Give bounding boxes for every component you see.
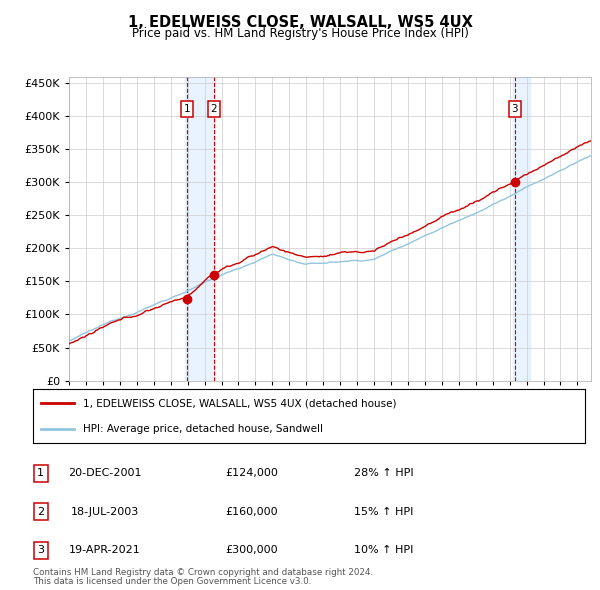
Text: 10% ↑ HPI: 10% ↑ HPI [355, 545, 413, 555]
Text: 1, EDELWEISS CLOSE, WALSALL, WS5 4UX (detached house): 1, EDELWEISS CLOSE, WALSALL, WS5 4UX (de… [83, 398, 396, 408]
Text: 19-APR-2021: 19-APR-2021 [69, 545, 141, 555]
Text: £160,000: £160,000 [226, 507, 278, 517]
Text: £300,000: £300,000 [226, 545, 278, 555]
Text: 1, EDELWEISS CLOSE, WALSALL, WS5 4UX: 1, EDELWEISS CLOSE, WALSALL, WS5 4UX [128, 15, 472, 30]
Bar [185, 77, 215, 381]
Text: This data is licensed under the Open Government Licence v3.0.: This data is licensed under the Open Gov… [33, 577, 311, 586]
Text: Contains HM Land Registry data © Crown copyright and database right 2024.: Contains HM Land Registry data © Crown c… [33, 568, 373, 576]
Text: Price paid vs. HM Land Registry's House Price Index (HPI): Price paid vs. HM Land Registry's House … [131, 27, 469, 40]
Text: 15% ↑ HPI: 15% ↑ HPI [355, 507, 413, 517]
Text: 2: 2 [37, 507, 44, 517]
Text: HPI: Average price, detached house, Sandwell: HPI: Average price, detached house, Sand… [83, 424, 323, 434]
Text: 1: 1 [184, 104, 190, 114]
Text: 18-JUL-2003: 18-JUL-2003 [71, 507, 139, 517]
Text: 20-DEC-2001: 20-DEC-2001 [68, 468, 142, 478]
Text: 3: 3 [37, 545, 44, 555]
Text: 28% ↑ HPI: 28% ↑ HPI [354, 468, 414, 478]
Text: 1: 1 [37, 468, 44, 478]
Text: 3: 3 [511, 104, 518, 114]
Bar [513, 77, 530, 381]
Text: £124,000: £124,000 [226, 468, 278, 478]
Text: 2: 2 [211, 104, 217, 114]
